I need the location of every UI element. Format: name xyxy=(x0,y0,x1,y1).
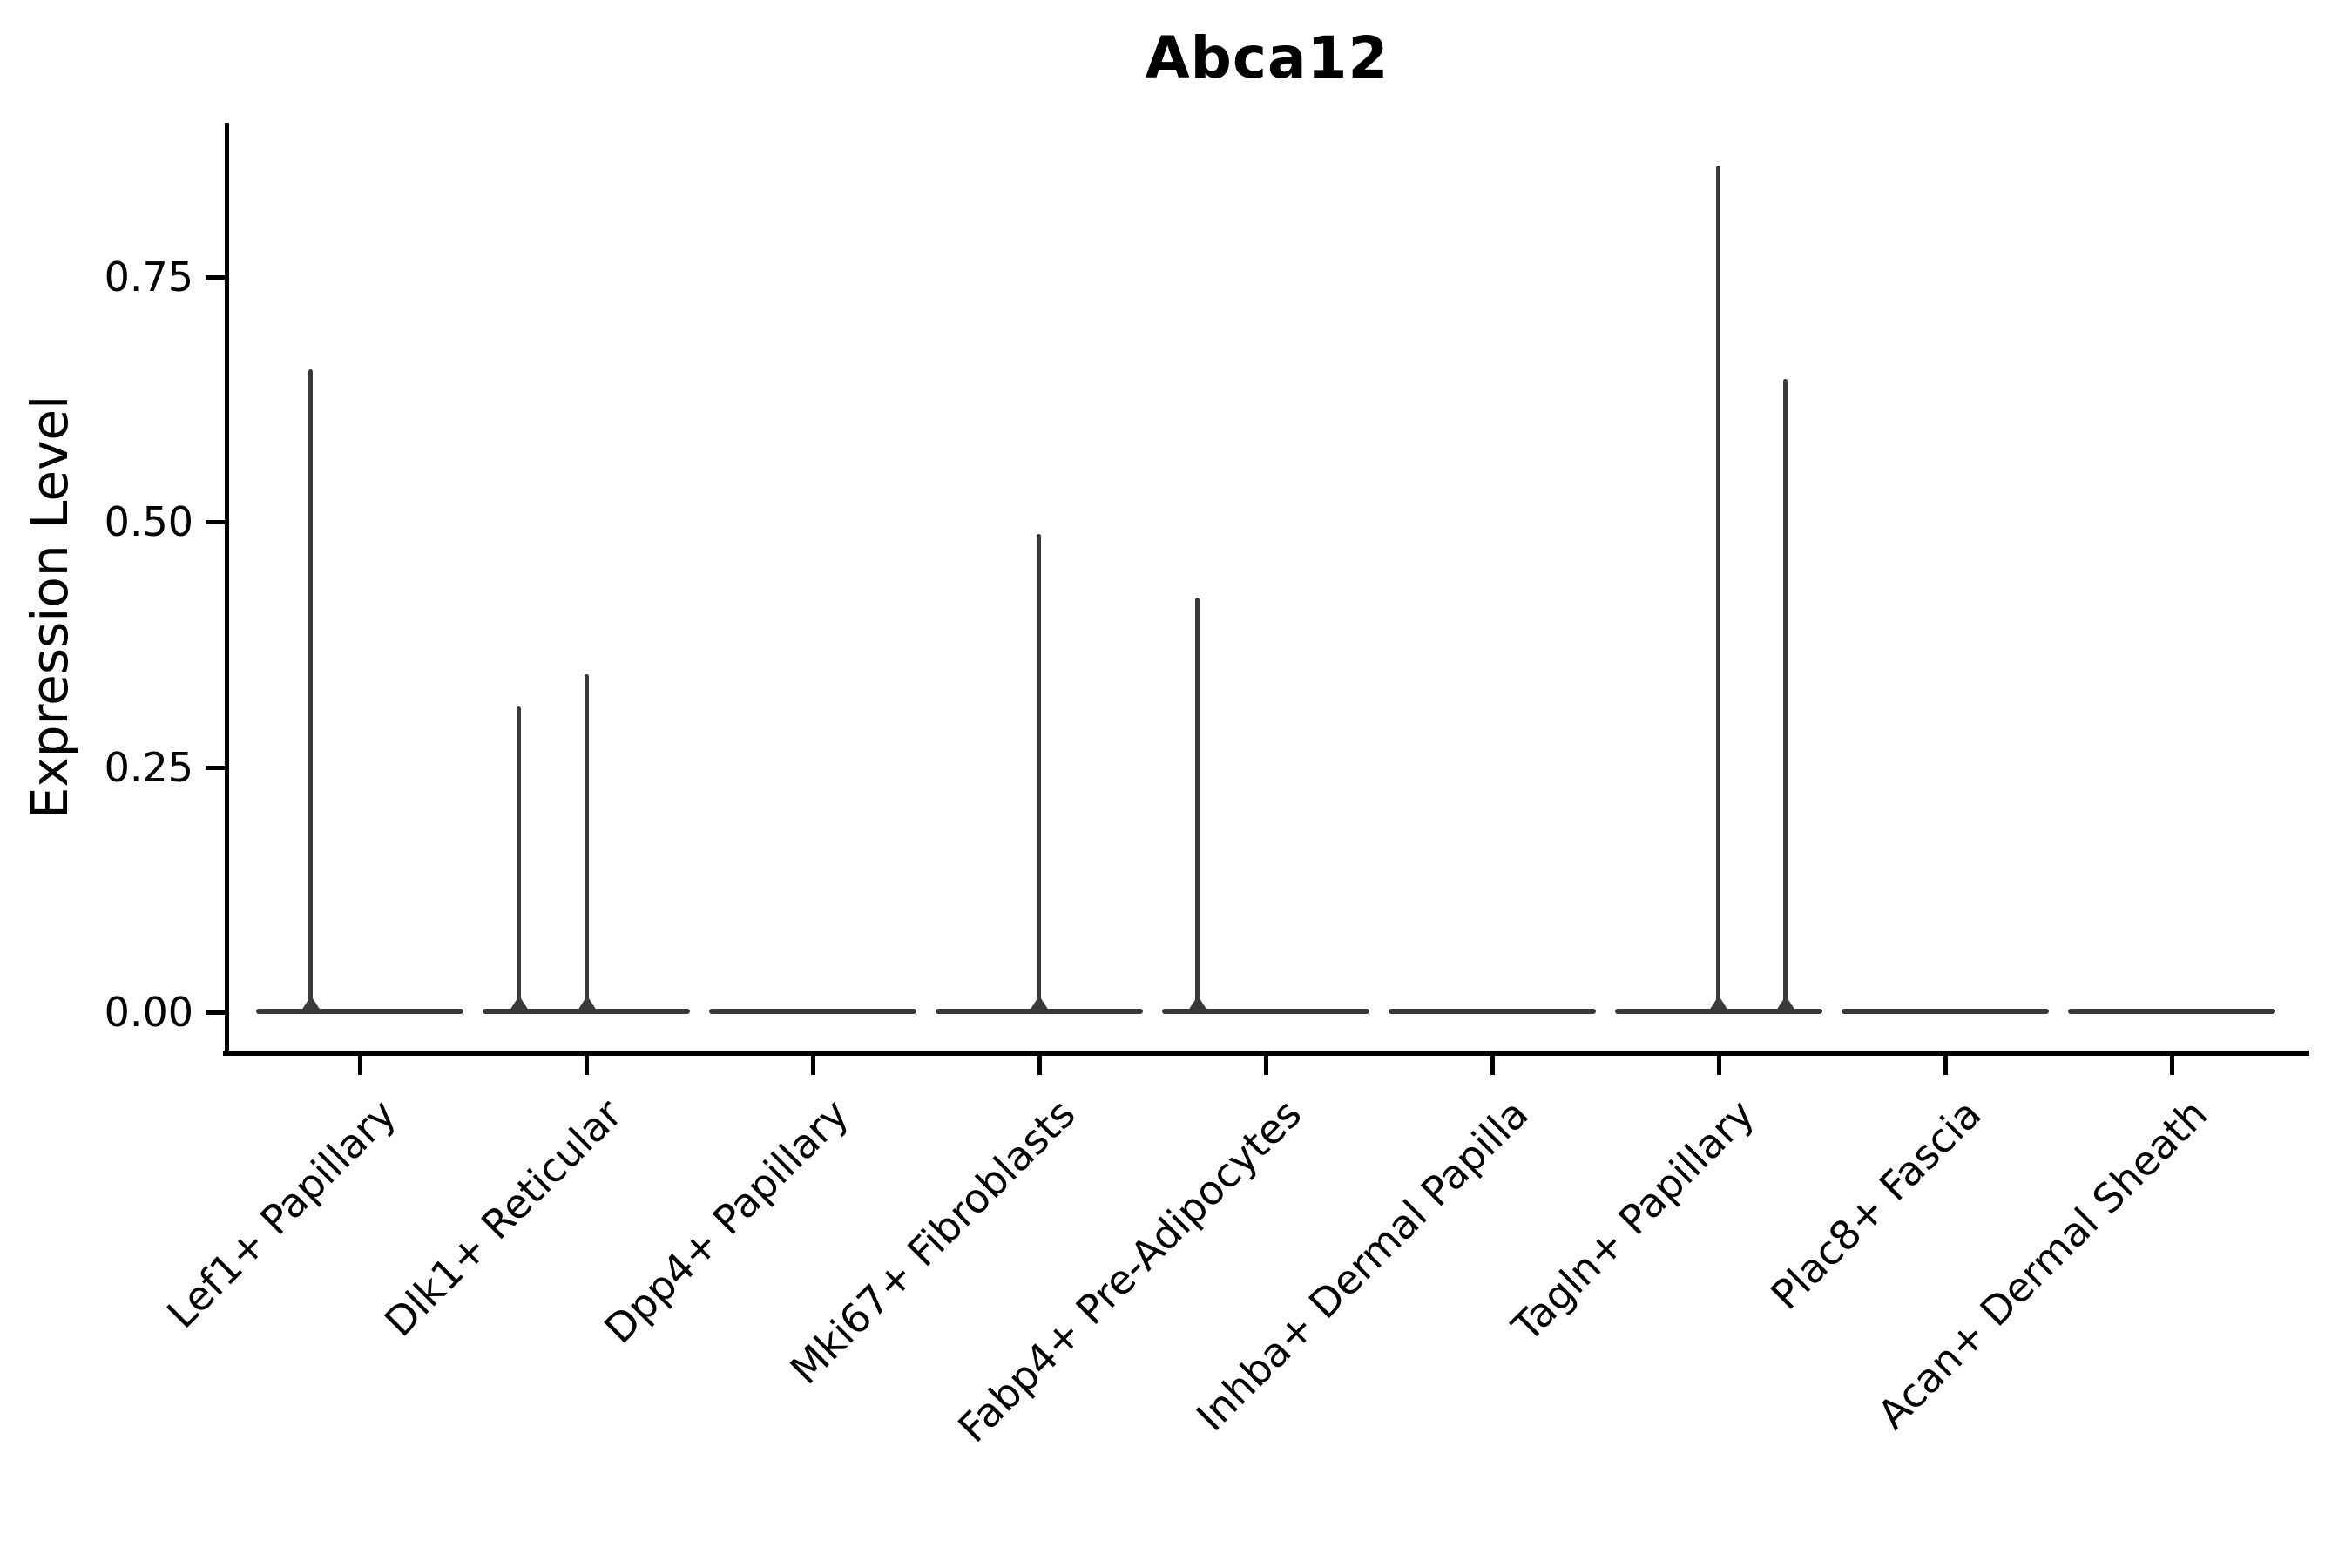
violin-baseline xyxy=(256,1009,463,1014)
x-tick-label: Dlk1+ Reticular xyxy=(375,1090,632,1346)
y-tick-label: 0.50 xyxy=(104,498,193,545)
x-tick-label: Plac8+ Fascia xyxy=(1761,1090,1990,1319)
violin-baseline xyxy=(709,1009,916,1014)
violin-spike xyxy=(1716,166,1720,1013)
x-tick xyxy=(358,1056,362,1075)
violin-spike xyxy=(517,706,521,1013)
x-tick-label: Lef1+ Papillary xyxy=(157,1090,405,1338)
violin-spike xyxy=(1783,378,1788,1013)
violin-spike xyxy=(1195,597,1200,1013)
x-tick-label: Dpp4+ Papillary xyxy=(595,1090,858,1353)
violin-spike xyxy=(585,673,589,1013)
x-tick xyxy=(1037,1056,1042,1075)
x-tick xyxy=(2170,1056,2174,1075)
y-axis-label: Expression Level xyxy=(20,395,79,820)
x-tick-label: Tagln+ Papillary xyxy=(1503,1090,1764,1351)
x-tick xyxy=(1717,1056,1721,1075)
y-tick-label: 0.00 xyxy=(104,989,193,1036)
y-tick-label: 0.75 xyxy=(104,253,193,301)
violin-baseline xyxy=(1162,1009,1369,1014)
x-tick xyxy=(1490,1056,1495,1075)
violin-baseline xyxy=(2068,1009,2275,1014)
x-tick xyxy=(1943,1056,1948,1075)
chart-title: Abca12 xyxy=(1145,24,1389,91)
x-tick xyxy=(811,1056,815,1075)
violin-spike xyxy=(308,369,313,1013)
violin-baseline xyxy=(1389,1009,1596,1014)
y-tick xyxy=(206,274,225,280)
y-tick xyxy=(206,1010,225,1015)
y-tick xyxy=(206,765,225,770)
violin-spike xyxy=(1037,533,1041,1013)
y-tick-label: 0.25 xyxy=(104,743,193,791)
x-tick xyxy=(1264,1056,1268,1075)
x-tick xyxy=(585,1056,589,1075)
y-tick xyxy=(206,520,225,524)
violin-baseline xyxy=(1842,1009,2049,1014)
x-axis-spine xyxy=(223,1051,2309,1056)
y-axis-spine xyxy=(225,123,229,1056)
